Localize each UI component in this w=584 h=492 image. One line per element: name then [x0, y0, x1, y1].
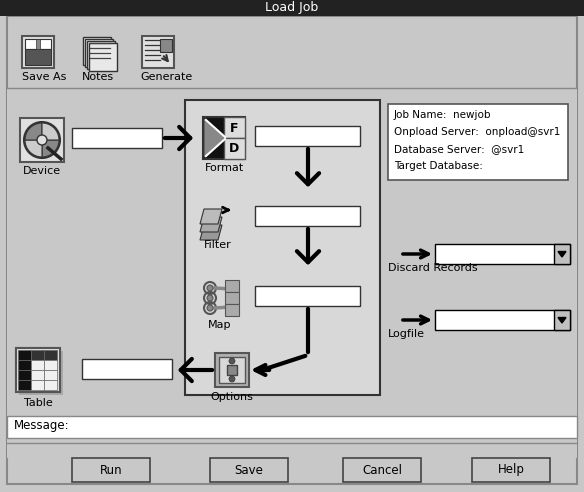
Text: Help: Help	[498, 463, 524, 476]
Bar	[224, 117, 245, 138]
Text: Filter: Filter	[204, 240, 232, 250]
Bar	[31, 350, 44, 360]
Bar	[44, 370, 57, 380]
Bar	[31, 360, 44, 370]
Text: Logfile: Logfile	[388, 329, 425, 339]
Wedge shape	[25, 123, 42, 140]
Bar	[72, 128, 162, 148]
Text: Device: Device	[23, 166, 61, 176]
Bar	[89, 43, 117, 71]
Bar	[7, 88, 577, 458]
Bar	[31, 380, 44, 390]
Polygon shape	[224, 119, 243, 157]
Bar	[20, 118, 64, 162]
Bar	[83, 37, 111, 65]
Circle shape	[207, 295, 213, 301]
Circle shape	[229, 376, 235, 382]
Text: Cancel: Cancel	[362, 463, 402, 476]
Bar	[85, 39, 113, 67]
Bar	[388, 104, 568, 180]
Circle shape	[229, 358, 235, 364]
Polygon shape	[200, 217, 222, 232]
Bar	[22, 36, 54, 68]
Bar	[227, 365, 237, 375]
Polygon shape	[200, 209, 222, 224]
Bar	[16, 348, 60, 392]
Polygon shape	[558, 251, 566, 257]
Bar	[255, 206, 360, 226]
Polygon shape	[205, 119, 224, 157]
Text: Table: Table	[23, 398, 53, 408]
Bar	[554, 244, 570, 264]
Wedge shape	[42, 140, 59, 157]
Bar	[215, 353, 249, 387]
Bar	[142, 36, 174, 68]
Bar	[472, 458, 550, 482]
Bar	[224, 138, 245, 159]
Bar	[44, 360, 57, 370]
Bar	[225, 304, 239, 316]
Bar	[19, 351, 63, 395]
Polygon shape	[200, 225, 222, 240]
Circle shape	[37, 135, 47, 145]
Text: Save: Save	[235, 463, 263, 476]
Circle shape	[207, 305, 213, 311]
Bar	[25, 49, 51, 65]
Text: Run: Run	[100, 463, 122, 476]
Circle shape	[207, 285, 213, 291]
Text: Save As: Save As	[22, 72, 67, 82]
Text: Discard Records: Discard Records	[388, 263, 478, 273]
Bar	[18, 350, 31, 360]
Text: Notes: Notes	[82, 72, 114, 82]
Bar	[203, 117, 245, 159]
Text: Map: Map	[208, 320, 232, 330]
Bar	[31, 370, 44, 380]
Bar	[160, 39, 172, 52]
Bar	[36, 39, 40, 49]
Text: Generate: Generate	[140, 72, 192, 82]
Text: Target Database:: Target Database:	[394, 161, 483, 171]
Text: Message:: Message:	[14, 419, 69, 432]
Bar	[255, 286, 360, 306]
Bar	[225, 280, 239, 292]
Bar	[18, 380, 31, 390]
Bar	[16, 348, 60, 392]
Bar	[554, 310, 570, 330]
Polygon shape	[558, 317, 566, 323]
Bar	[435, 244, 570, 264]
Bar	[0, 0, 584, 16]
Bar	[82, 359, 172, 379]
Text: Onpload Server:  onpload@svr1: Onpload Server: onpload@svr1	[394, 127, 561, 137]
Bar	[255, 126, 360, 146]
Bar	[72, 458, 150, 482]
Bar	[44, 380, 57, 390]
Bar	[343, 458, 421, 482]
Bar	[44, 350, 57, 360]
Bar	[87, 41, 115, 69]
Text: Job Name:  newjob: Job Name: newjob	[394, 110, 492, 120]
Text: Load Job: Load Job	[265, 1, 319, 14]
Text: Database Server:  @svr1: Database Server: @svr1	[394, 144, 524, 154]
Bar	[18, 370, 31, 380]
Bar	[219, 357, 245, 383]
Bar	[18, 360, 31, 370]
Bar	[225, 292, 239, 304]
Text: Format: Format	[204, 163, 244, 173]
Bar	[7, 416, 577, 438]
Bar	[25, 39, 51, 49]
Bar	[185, 100, 380, 395]
Text: F: F	[230, 123, 238, 135]
Bar	[435, 310, 570, 330]
Wedge shape	[25, 140, 42, 157]
Bar	[210, 458, 288, 482]
Text: D: D	[229, 143, 239, 155]
Wedge shape	[42, 123, 59, 140]
Text: Options: Options	[211, 392, 253, 402]
